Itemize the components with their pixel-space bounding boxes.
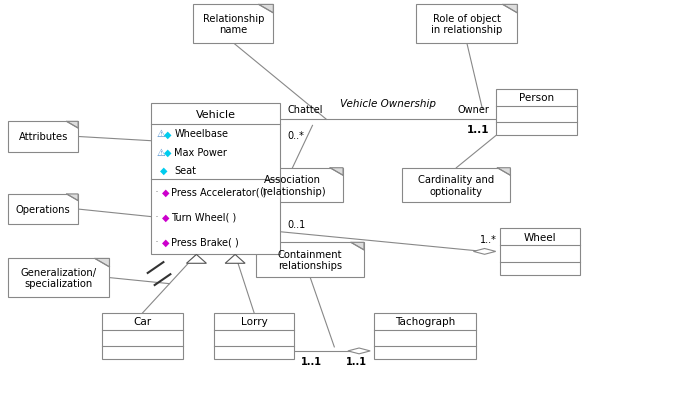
Text: ◆: ◆ xyxy=(164,147,172,157)
Text: Wheelbase: Wheelbase xyxy=(174,129,228,139)
Text: Vehicle: Vehicle xyxy=(196,109,236,119)
Text: Tachograph: Tachograph xyxy=(395,316,455,326)
Text: 1..1: 1..1 xyxy=(346,356,368,366)
Polygon shape xyxy=(259,5,273,14)
Polygon shape xyxy=(503,5,517,14)
Text: Owner: Owner xyxy=(458,105,489,115)
Polygon shape xyxy=(66,194,78,201)
Polygon shape xyxy=(351,243,364,250)
Text: ◆: ◆ xyxy=(162,237,169,247)
Text: Seat: Seat xyxy=(174,165,196,175)
Bar xyxy=(102,313,183,359)
Text: ·: · xyxy=(155,185,159,198)
Bar xyxy=(214,313,294,359)
Text: Car: Car xyxy=(134,316,152,326)
Bar xyxy=(8,259,109,297)
Text: Press Accelerator( ): Press Accelerator( ) xyxy=(171,187,266,197)
Text: Attributes: Attributes xyxy=(18,132,68,142)
Polygon shape xyxy=(225,255,245,264)
Polygon shape xyxy=(473,249,496,255)
Bar xyxy=(402,168,510,202)
Bar xyxy=(500,229,580,275)
Text: 1..1: 1..1 xyxy=(467,125,489,135)
Text: Press Brake( ): Press Brake( ) xyxy=(171,237,239,247)
Text: ◆: ◆ xyxy=(164,129,172,139)
Text: 0..1: 0..1 xyxy=(287,219,305,229)
Text: 0..*: 0..* xyxy=(287,131,304,141)
Bar xyxy=(242,168,343,202)
Polygon shape xyxy=(95,259,109,267)
Text: Cardinality and
optionality: Cardinality and optionality xyxy=(418,175,494,196)
Bar xyxy=(256,243,364,277)
Bar xyxy=(8,122,78,152)
Text: 1..1: 1..1 xyxy=(301,356,322,366)
Bar xyxy=(416,5,517,44)
Text: Generalization/
specialization: Generalization/ specialization xyxy=(21,267,97,289)
Text: Chattel: Chattel xyxy=(287,105,323,115)
Text: Operations: Operations xyxy=(16,205,71,215)
Text: ⚠: ⚠ xyxy=(157,147,166,157)
Text: 1..*: 1..* xyxy=(480,235,496,245)
Text: ◆: ◆ xyxy=(162,187,169,197)
Text: ◆: ◆ xyxy=(160,165,168,175)
Text: ⚠: ⚠ xyxy=(157,129,166,139)
Text: ◆: ◆ xyxy=(162,212,169,222)
Text: Containment
relationships: Containment relationships xyxy=(278,249,342,271)
Bar xyxy=(151,104,280,255)
Text: Turn Wheel( ): Turn Wheel( ) xyxy=(171,212,236,222)
Text: Lorry: Lorry xyxy=(241,316,267,326)
Polygon shape xyxy=(497,168,510,176)
Text: Relationship
name: Relationship name xyxy=(202,14,264,35)
Bar xyxy=(374,313,475,359)
Text: Vehicle Ownership: Vehicle Ownership xyxy=(340,99,436,109)
Polygon shape xyxy=(348,348,370,354)
Polygon shape xyxy=(66,122,78,129)
Text: Wheel: Wheel xyxy=(524,232,556,242)
Bar xyxy=(8,194,78,225)
Bar xyxy=(193,5,273,44)
Polygon shape xyxy=(186,255,206,264)
Text: Role of object
in relationship: Role of object in relationship xyxy=(431,14,503,35)
Text: Max Power: Max Power xyxy=(174,147,228,157)
Text: Person: Person xyxy=(519,93,554,103)
Text: ·: · xyxy=(155,211,159,224)
Polygon shape xyxy=(330,168,343,176)
Text: ·: · xyxy=(155,236,159,249)
Bar xyxy=(496,90,577,136)
Text: Association
(relationship): Association (relationship) xyxy=(259,175,326,196)
